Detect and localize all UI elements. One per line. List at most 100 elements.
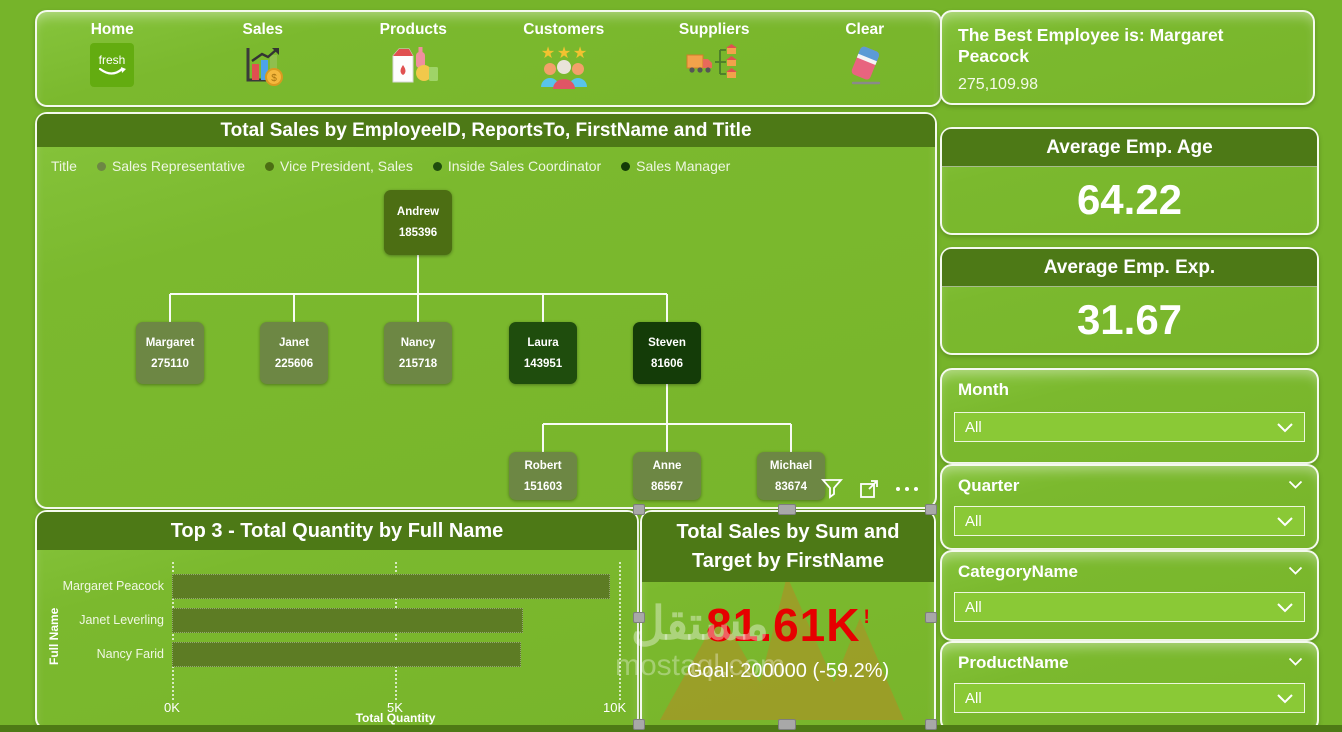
nav-bar: Home fresh Sales [35, 10, 942, 107]
kpi-value: 81.61K [706, 599, 861, 651]
nav-item-suppliers-label: Suppliers [678, 21, 750, 38]
selection-handle-bottom-left[interactable] [633, 719, 645, 730]
nav-item-products-label: Products [379, 21, 447, 38]
svg-text:★: ★ [557, 45, 571, 62]
tree-legend-items: Sales Representative Vice President, Sale… [96, 158, 730, 174]
tree-node-robert[interactable]: Robert 151603 [509, 452, 577, 500]
kpi-visual[interactable]: Total Sales by Sum and Target by FirstNa… [640, 510, 936, 730]
bar-chart-title: Top 3 - Total Quantity by Full Name [37, 512, 637, 550]
selection-handle-bottom-right[interactable] [925, 719, 937, 730]
kpi-title-line1: Total Sales by Sum and [676, 521, 900, 543]
month-slicer-dropdown[interactable]: All [954, 412, 1305, 442]
tree-node-value: 185396 [398, 227, 438, 239]
chevron-down-icon [1277, 602, 1293, 612]
nav-item-clear[interactable]: Clear [790, 12, 941, 105]
legend-item[interactable]: Vice President, Sales [265, 158, 413, 174]
tree-legend: Title Sales Representative Vice President… [51, 158, 730, 174]
tree-node-value: 275110 [151, 357, 189, 370]
filter-icon[interactable] [821, 479, 843, 499]
bar-nancy-farid[interactable] [172, 642, 521, 667]
avg-exp-title: Average Emp. Exp. [942, 249, 1317, 287]
bar-chart-visual: Top 3 - Total Quantity by Full Name Full… [35, 510, 639, 730]
tree-node-michael[interactable]: Michael 83674 [757, 452, 825, 500]
product-slicer-dropdown[interactable]: All [954, 683, 1305, 713]
best-employee-value: 275,109.98 [958, 76, 1039, 93]
quarter-slicer: Quarter All [940, 464, 1319, 550]
tree-legend-title: Title [51, 158, 77, 174]
legend-item[interactable]: Sales Manager [621, 158, 730, 174]
tree-node-value: 86567 [651, 480, 683, 493]
tree-node-nancy[interactable]: Nancy 215718 [384, 322, 452, 384]
quarter-slicer-value: All [965, 512, 982, 530]
tree-node-name: Robert [524, 459, 562, 472]
tree-node-laura[interactable]: Laura 143951 [509, 322, 577, 384]
selection-handle-left-middle[interactable] [633, 612, 645, 623]
legend-item[interactable]: Sales Representative [96, 158, 246, 174]
selection-handle-top-right[interactable] [925, 504, 937, 515]
tree-node-value: 83674 [775, 480, 807, 493]
month-slicer-label: Month [958, 380, 1009, 399]
tree-node-name: Laura [527, 336, 559, 349]
org-tree-visual: Total Sales by EmployeeID, ReportsTo, Fi… [35, 112, 937, 509]
avg-age-value: 64.22 [1076, 175, 1183, 223]
legend-item[interactable]: Inside Sales Coordinator [432, 158, 602, 174]
avg-age-title: Average Emp. Age [942, 129, 1317, 167]
category-slicer-dropdown[interactable]: All [954, 592, 1305, 622]
nav-item-customers[interactable]: Customers ★ ★ ★ [489, 12, 640, 105]
month-slicer-value: All [965, 418, 982, 436]
nav-item-suppliers[interactable]: Suppliers [639, 12, 790, 105]
kpi-value-row: 81.61K! [642, 598, 934, 652]
x-tick-0: 0K [164, 700, 180, 715]
tree-node-janet[interactable]: Janet 225606 [260, 322, 328, 384]
x-tick-10k: 10K [603, 700, 627, 715]
focus-mode-icon[interactable] [859, 479, 879, 499]
legend-label: Vice President, Sales [280, 158, 413, 174]
fresh-logo-icon: fresh [37, 42, 188, 94]
tree-node-andrew[interactable]: Andrew 185396 [384, 190, 452, 255]
selection-handle-bottom-middle[interactable] [778, 719, 796, 730]
selection-handle-right-middle[interactable] [925, 612, 937, 623]
more-options-icon[interactable] [895, 486, 919, 492]
tree-node-name: Margaret [145, 336, 195, 349]
nav-item-home-label: Home [90, 21, 134, 38]
nav-item-products[interactable]: Products [338, 12, 489, 105]
legend-label: Sales Representative [111, 158, 246, 174]
svg-text:★: ★ [541, 45, 555, 62]
tree-node-value: 143951 [523, 357, 563, 370]
tree-node-name: Michael [769, 459, 813, 472]
nav-item-home[interactable]: Home fresh [37, 12, 188, 105]
quarter-slicer-dropdown[interactable]: All [954, 506, 1305, 536]
bar-category-label: Janet Leverling [79, 613, 164, 627]
tree-node-margaret[interactable]: Margaret 275110 [136, 322, 204, 384]
customers-people-icon: ★ ★ ★ [489, 42, 640, 94]
legend-label: Inside Sales Coordinator [447, 158, 602, 174]
bar-margaret-peacock[interactable] [172, 574, 610, 599]
quarter-slicer-label: Quarter [958, 476, 1020, 495]
avg-age-card: Average Emp. Age 64.22 [940, 127, 1319, 235]
legend-dot-icon [265, 161, 275, 171]
bar-category-label: Nancy Farid [96, 647, 164, 661]
nav-item-customers-label: Customers [523, 21, 605, 38]
x-tick-5k: 5K [387, 700, 403, 715]
kpi-warning-indicator: ! [863, 607, 870, 628]
selection-handle-top-middle[interactable] [778, 504, 796, 515]
svg-text:$: $ [271, 73, 277, 84]
tree-node-name: Steven [648, 336, 686, 349]
chevron-down-icon[interactable] [1288, 653, 1303, 671]
chevron-down-icon[interactable] [1288, 562, 1303, 580]
kpi-goal: Goal: 200000 (-59.2%) [686, 660, 890, 682]
svg-text:fresh: fresh [99, 53, 126, 67]
svg-text:★: ★ [573, 45, 587, 62]
tree-node-value: 225606 [274, 357, 314, 370]
bar-category-label: Margaret Peacock [62, 579, 164, 593]
chevron-down-icon[interactable] [1288, 476, 1303, 494]
bar-janet-leverling[interactable] [172, 608, 523, 633]
tree-node-name: Janet [278, 336, 310, 349]
tree-node-anne[interactable]: Anne 86567 [633, 452, 701, 500]
best-employee-title: The Best Employee is: Margaret Peacock [958, 25, 1224, 66]
selection-handle-top-left[interactable] [633, 504, 645, 515]
nav-item-sales[interactable]: Sales $ [188, 12, 339, 105]
tree-node-value: 151603 [523, 480, 563, 493]
tree-node-steven[interactable]: Steven 81606 [633, 322, 701, 384]
